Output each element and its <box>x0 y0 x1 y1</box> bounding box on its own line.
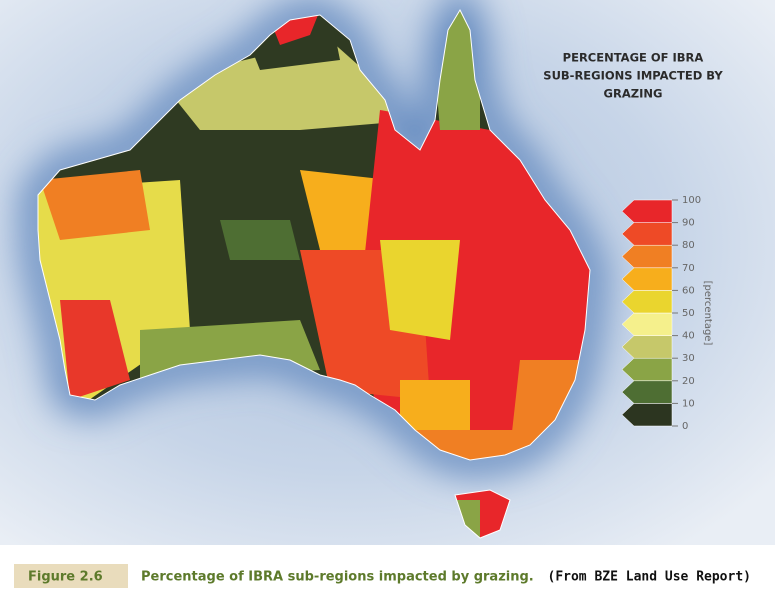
legend-tick-label: 10 <box>682 398 695 409</box>
legend-swatch <box>621 199 673 223</box>
caption-source: (From BZE Land Use Report) <box>548 570 752 585</box>
caption-text: Percentage of IBRA sub-regions impacted … <box>141 570 534 585</box>
map-title: SUB-REGIONS IMPACTED BY <box>543 69 723 83</box>
legend-tick-label: 20 <box>682 376 695 387</box>
figure-label-box <box>14 564 128 588</box>
legend-tick-label: 40 <box>682 331 695 342</box>
figure-label: Figure 2.6 <box>28 570 103 585</box>
legend-tick-label: 50 <box>682 308 695 319</box>
map-title: GRAZING <box>604 87 663 101</box>
legend-tick-label: 100 <box>682 195 701 206</box>
legend-tick-label: 80 <box>682 240 695 251</box>
map-title: PERCENTAGE OF IBRA <box>563 51 704 65</box>
legend-label: [percentage] <box>702 281 713 346</box>
legend-tick-label: 60 <box>682 285 695 296</box>
legend-tick-label: 70 <box>682 263 695 274</box>
caption-band <box>0 545 775 608</box>
legend-tick-label: 90 <box>682 218 695 229</box>
legend-tick-label: 0 <box>682 421 688 432</box>
legend-tick-label: 30 <box>682 353 695 364</box>
